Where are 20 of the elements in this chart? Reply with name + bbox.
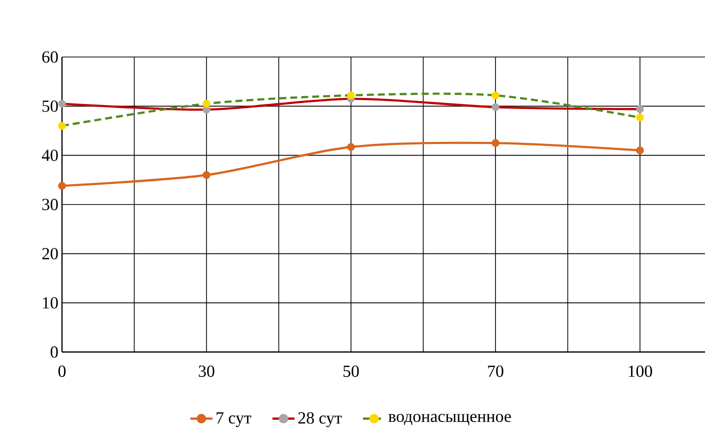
- y-tick-label: 40: [42, 150, 58, 162]
- point: [202, 171, 210, 179]
- y-tick-label: 0: [50, 346, 58, 358]
- x-tick-label: 30: [198, 366, 214, 377]
- y-tick-label: 60: [42, 51, 58, 63]
- legend-label: водонасыщенное: [388, 414, 511, 426]
- point: [636, 146, 644, 154]
- x-tick-label: 0: [58, 366, 66, 377]
- y-tick-label: 50: [42, 100, 58, 112]
- legend-label: 28 сут: [298, 412, 342, 428]
- x-tick-label: 100: [628, 366, 652, 377]
- y-tick-label: 10: [43, 297, 58, 309]
- x-tick-label: 50: [344, 366, 359, 377]
- y-tick-label: 20: [42, 248, 58, 260]
- x-tick-label: 70: [488, 366, 504, 377]
- point: [58, 182, 66, 190]
- point: [492, 139, 500, 147]
- y-tick-label: 30: [42, 198, 58, 210]
- legend-label: 7 сут: [216, 412, 252, 428]
- point: [347, 143, 355, 151]
